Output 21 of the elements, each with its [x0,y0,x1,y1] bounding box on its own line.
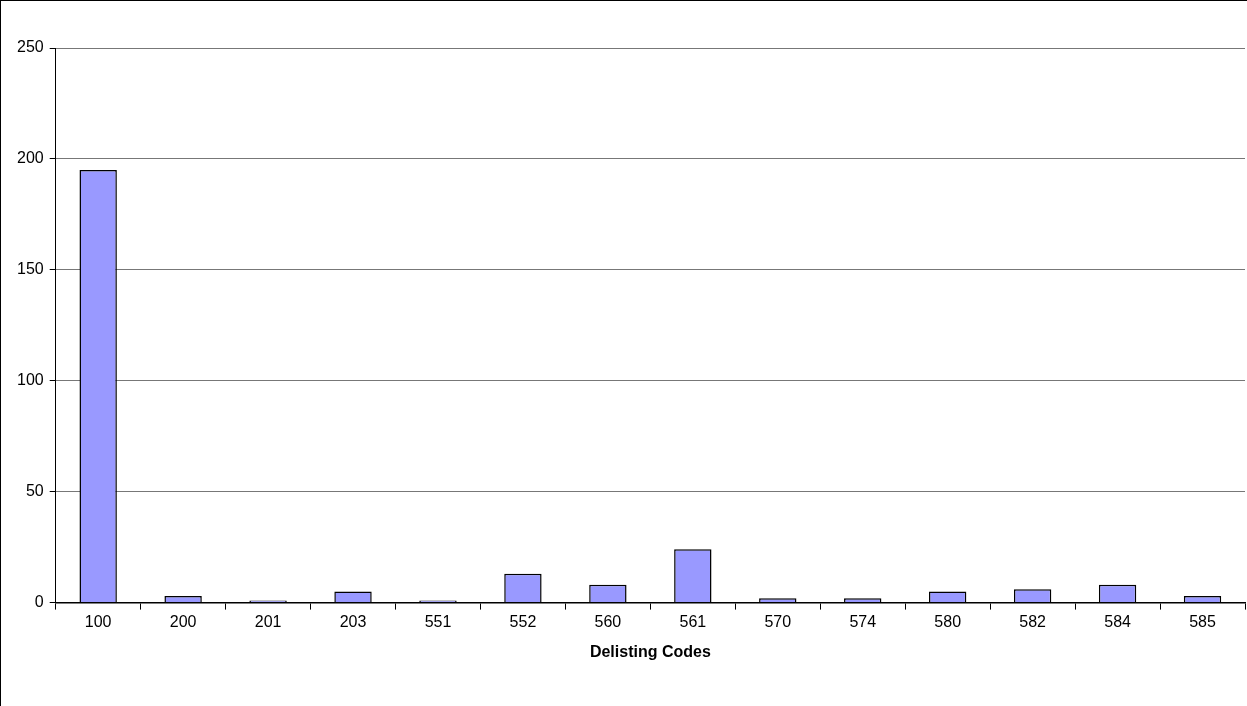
y-tick-label: 100 [16,371,44,389]
y-tick-label: 250 [16,38,44,56]
x-tick-label: 100 [84,612,112,630]
x-tick-label: 574 [849,612,877,630]
y-tick-label: 0 [34,593,44,611]
x-tick-label: 551 [424,612,452,630]
x-axis-title: Delisting Codes [589,642,711,660]
x-tick-label: 203 [339,612,367,630]
x-tick-label: 580 [934,612,962,630]
x-tick-label: 570 [764,612,792,630]
x-tick-label: 552 [509,612,537,630]
y-tick-label: 200 [16,149,44,167]
x-tick-label: 200 [169,612,197,630]
x-tick-label: 584 [1104,612,1132,630]
y-tick-label: 150 [16,260,44,278]
y-tick-label: 50 [25,482,44,500]
x-tick-label: 582 [1019,612,1047,630]
x-tick-label: 201 [254,612,282,630]
x-tick-label: 560 [594,612,622,630]
x-tick-label: 585 [1189,612,1216,630]
x-tick-label: 561 [679,612,707,630]
